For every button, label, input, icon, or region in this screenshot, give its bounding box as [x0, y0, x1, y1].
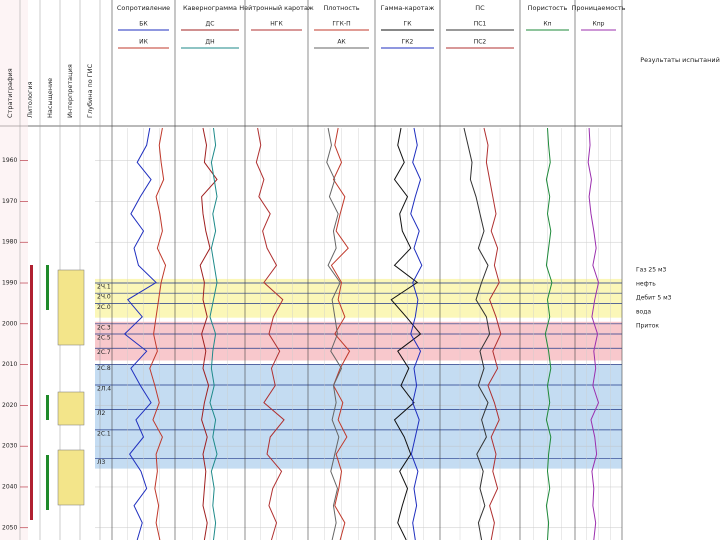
depth-label: 2050 — [2, 524, 17, 531]
log-curve — [410, 127, 423, 541]
log-curve — [209, 127, 218, 541]
test-result: Дебит 5 м3 — [636, 295, 672, 302]
curve-name: АК — [337, 39, 346, 46]
curve-name: ДС — [206, 21, 215, 28]
lithology-block — [57, 269, 85, 346]
curve-name: ПС1 — [474, 21, 487, 28]
interval-band — [95, 278, 622, 318]
track-title: Плотность — [323, 4, 359, 12]
test-result: Приток — [636, 323, 659, 330]
strat-bar — [30, 265, 33, 520]
zone-label: Л3 — [97, 459, 106, 466]
log-curve — [463, 127, 491, 541]
zone-label: 2Ч.0 — [97, 294, 111, 301]
zone-label: 2Ч.1 — [97, 284, 111, 291]
interval-band — [95, 321, 622, 361]
saturation-bar — [46, 455, 49, 510]
depth-label: 2020 — [2, 402, 17, 409]
column-header: Интерпретация — [66, 64, 74, 118]
log-curve — [483, 127, 502, 541]
depth-label: 1990 — [2, 280, 17, 287]
saturation-bar — [46, 265, 49, 310]
depth-column — [0, 0, 28, 540]
log-curve — [149, 127, 167, 541]
test-results-title: Результаты испытаний — [640, 56, 720, 64]
zone-label: 2Л.4 — [97, 385, 111, 392]
track-title: Гамма-каротаж — [381, 4, 435, 12]
lithology-block — [57, 449, 85, 506]
log-curve — [326, 127, 343, 541]
curve-name: ГГК-П — [332, 21, 350, 28]
saturation-bar — [46, 395, 49, 420]
zone-label: 2С.1 — [97, 430, 111, 437]
column-header: Литология — [26, 81, 34, 118]
track-title: Нейтронный каротаж — [239, 4, 314, 12]
log-curve — [199, 127, 218, 541]
track-title: ПС — [475, 4, 485, 12]
curve-name: НГК — [270, 21, 283, 28]
test-result: вода — [636, 309, 651, 316]
track-title: Сопротивление — [117, 4, 170, 12]
depth-label: 1960 — [2, 157, 17, 164]
zone-label: 2С.5 — [97, 335, 111, 342]
zone-label: Л2 — [97, 410, 106, 417]
test-result: Газ 25 м3 — [636, 267, 667, 274]
column-header: Глубина по ГИС — [86, 63, 94, 118]
depth-label: 1970 — [2, 198, 17, 205]
log-curve — [587, 127, 600, 541]
zone-label: 2С.7 — [97, 349, 111, 356]
zone-label: 2С.8 — [97, 365, 111, 372]
log-curve — [544, 127, 553, 541]
curve-name: Кп — [543, 21, 551, 28]
curve-name: ИК — [139, 39, 148, 46]
zone-label: 2С.3 — [97, 324, 111, 331]
interval-band — [95, 364, 622, 469]
curve-name: ДН — [205, 39, 214, 46]
log-curve — [390, 127, 422, 541]
zone-label: 2С.0 — [97, 304, 111, 311]
depth-label: 2030 — [2, 443, 17, 450]
track-title: Проницаемость — [572, 4, 626, 12]
depth-label: 2010 — [2, 361, 17, 368]
log-curve — [123, 127, 157, 541]
depth-label: 2000 — [2, 320, 17, 327]
column-header: Насыщение — [46, 78, 54, 118]
test-result: нефть — [636, 281, 656, 288]
column-header: Стратиграфия — [6, 68, 14, 118]
track-title: Пористость — [528, 4, 568, 12]
depth-label: 1980 — [2, 239, 17, 246]
log-curve — [255, 127, 285, 541]
lithology-block — [57, 391, 85, 426]
track-title: Кавернограмма — [183, 4, 237, 12]
depth-label: 2040 — [2, 483, 17, 490]
curve-name: ГК — [404, 21, 413, 28]
log-curve — [330, 127, 351, 541]
curve-name: Кпр — [593, 21, 605, 28]
curve-name: БК — [139, 21, 148, 28]
curve-name: ПС2 — [474, 39, 487, 46]
curve-name: ГК2 — [402, 39, 414, 46]
